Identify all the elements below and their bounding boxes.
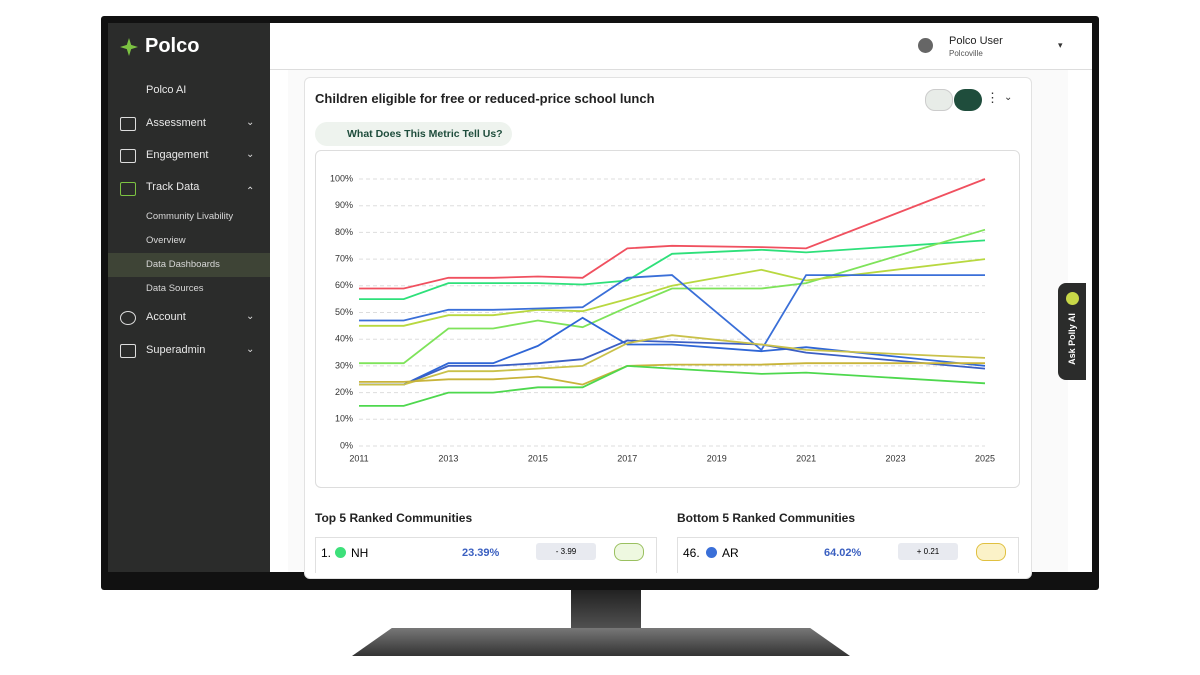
- user-name: Polco User: [949, 35, 1003, 47]
- series-line: [359, 228, 986, 365]
- x-tick-label: 2017: [617, 453, 637, 463]
- rank-value: 23.39%: [462, 547, 500, 559]
- chevron: ⌄: [246, 311, 255, 322]
- chevron: ⌄: [246, 344, 255, 355]
- insight-text[interactable]: What Does This Metric Tell Us?: [347, 128, 503, 140]
- ranking-title: Top 5 Ranked Communities: [315, 511, 473, 525]
- y-tick-label: 30%: [335, 360, 353, 370]
- nav-item[interactable]: Superadmin: [146, 344, 206, 356]
- ranking-row: [315, 537, 657, 573]
- nav-icon: [120, 149, 136, 163]
- monitor-stand-neck: [571, 590, 641, 632]
- nav-sub-item[interactable]: Community Livability: [146, 211, 234, 222]
- y-tick-label: 0%: [340, 440, 353, 450]
- more-button[interactable]: ⋮: [986, 90, 999, 105]
- change-badge: - 3.99: [536, 543, 596, 560]
- series-line: [359, 362, 985, 386]
- state: AR: [722, 546, 739, 560]
- ranking-title: Bottom 5 Ranked Communities: [677, 511, 856, 525]
- y-tick-label: 40%: [335, 334, 353, 344]
- series-line: [359, 258, 986, 327]
- rank-dot: [706, 547, 717, 558]
- monitor-stand-base: [352, 628, 850, 656]
- brand: Polco: [145, 35, 200, 57]
- nav-icon: [120, 344, 136, 358]
- insight-button[interactable]: [315, 122, 512, 146]
- nav-icon: [120, 117, 136, 131]
- series-line: [359, 316, 986, 386]
- change-badge: + 0.21: [898, 543, 958, 560]
- chart: 0% 10% 20% 30% 40% 50% 60% 70% 80% 90% 100% 2011 201…: [330, 173, 995, 463]
- chevron: ⌃: [246, 186, 255, 197]
- sidebar: [108, 23, 270, 572]
- y-tick-label: 70%: [335, 253, 353, 263]
- polly-icon: [1066, 292, 1079, 305]
- rank-dot: [335, 547, 346, 558]
- nav-item[interactable]: Account: [146, 311, 186, 323]
- help-icon[interactable]: [918, 38, 933, 53]
- map-button[interactable]: [925, 89, 953, 111]
- user-menu[interactable]: ▾: [1058, 40, 1063, 50]
- y-tick-label: 100%: [330, 173, 353, 183]
- y-tick-label: 50%: [335, 307, 353, 317]
- polly-text[interactable]: Ask Polly AI: [1067, 313, 1077, 365]
- trend-button[interactable]: [954, 89, 982, 111]
- x-tick-label: 2013: [438, 453, 458, 463]
- y-tick-label: 80%: [335, 227, 353, 237]
- x-tick-label: 2021: [796, 453, 816, 463]
- active-highlight: [108, 253, 270, 277]
- header-bar: [270, 23, 1092, 70]
- y-tick-label: 60%: [335, 280, 353, 290]
- nav-item[interactable]: Engagement: [146, 149, 209, 161]
- nav-item[interactable]: Assessment: [146, 117, 206, 129]
- x-tick-label: 2023: [886, 453, 906, 463]
- nav-icon: [120, 182, 136, 196]
- nav-sub-item[interactable]: Data Sources: [146, 283, 204, 294]
- series-line: [359, 178, 986, 290]
- rank-value: 64.02%: [824, 547, 862, 559]
- nav-sub-item[interactable]: Overview: [146, 235, 186, 246]
- nav-item[interactable]: Polco AI: [146, 84, 187, 96]
- ranking-row: [677, 537, 1019, 573]
- series-line: [359, 239, 986, 300]
- x-tick-label: 2025: [975, 453, 995, 463]
- chevron: ⌄: [246, 149, 255, 160]
- state: NH: [351, 546, 369, 560]
- rank: 1.: [321, 546, 332, 560]
- x-tick-label: 2011: [349, 453, 368, 463]
- x-tick-label: 2015: [528, 453, 548, 463]
- user-org: Polcoville: [949, 49, 983, 58]
- y-tick-label: 10%: [335, 414, 353, 424]
- nav-icon: [120, 311, 136, 325]
- collapse-button[interactable]: ⌄: [1004, 92, 1013, 103]
- nav-sub-item[interactable]: Data Dashboards: [146, 259, 220, 270]
- rank: 46.: [683, 546, 700, 560]
- series-line: [359, 274, 985, 352]
- card-title: Children eligible for free or reduced-pr…: [315, 91, 655, 106]
- trend-pill[interactable]: [976, 543, 1006, 561]
- y-tick-label: 90%: [335, 200, 353, 210]
- x-tick-label: 2019: [707, 453, 727, 463]
- chevron: ⌄: [246, 117, 255, 128]
- series-line: [359, 364, 986, 407]
- y-tick-label: 20%: [335, 387, 353, 397]
- nav-item[interactable]: Track Data: [146, 181, 200, 193]
- series-line: [359, 334, 986, 386]
- trend-pill[interactable]: [614, 543, 644, 561]
